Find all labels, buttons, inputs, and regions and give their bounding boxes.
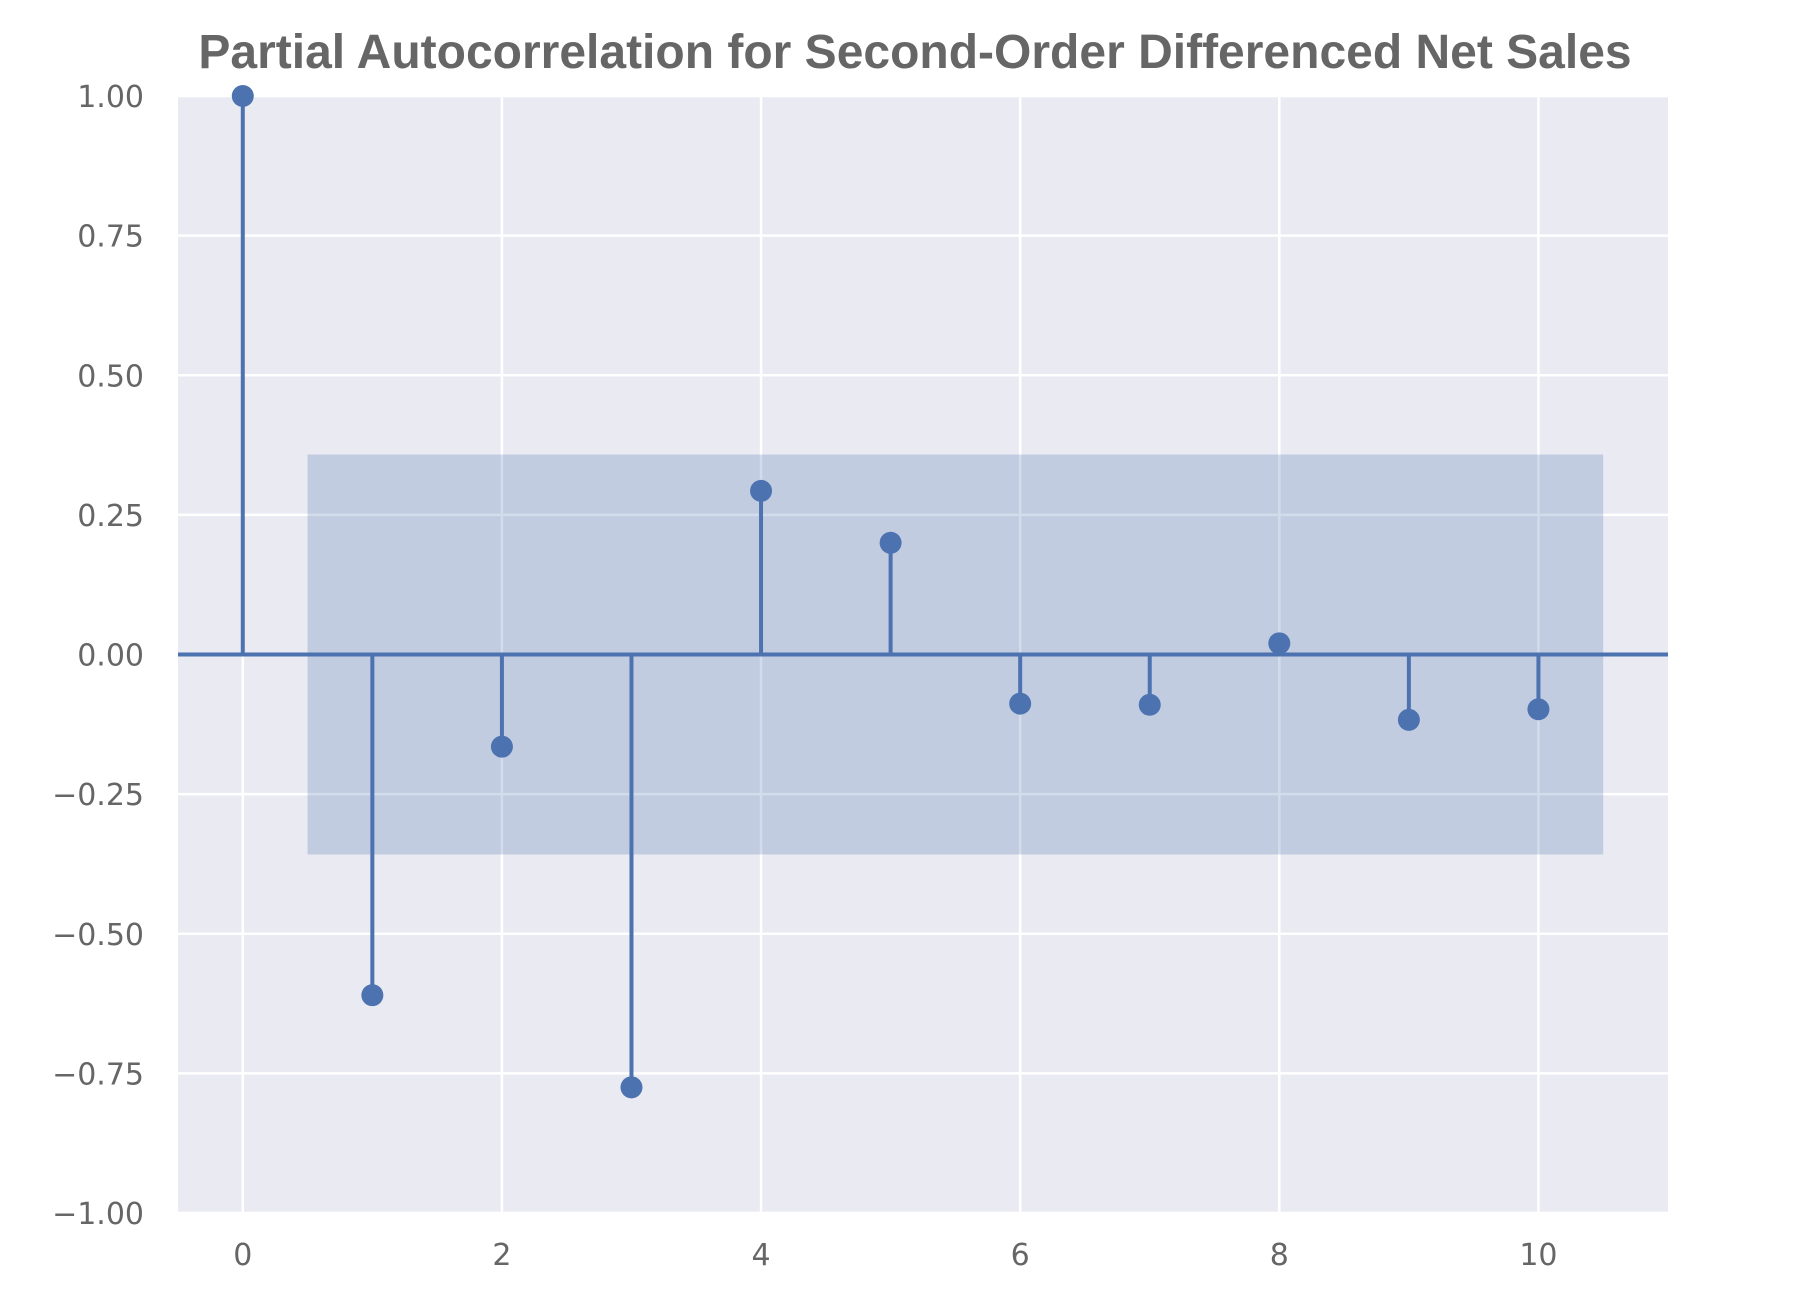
y-tick-label-3: 0.25 — [77, 499, 144, 534]
stem-marker-1 — [361, 984, 384, 1007]
chart-title: Partial Autocorrelation for Second-Order… — [198, 26, 1631, 79]
y-tick-label-0: 1.00 — [77, 80, 144, 115]
x-tick-label-3: 6 — [1011, 1238, 1030, 1273]
y-tick-label-2: 0.50 — [77, 359, 144, 394]
y-tick-label-7: −0.75 — [52, 1057, 144, 1092]
x-tick-label-1: 2 — [492, 1238, 511, 1273]
x-tick-label-2: 4 — [751, 1238, 770, 1273]
tick-labels: 0 2 4 6 8 10 1.00 0.75 0.50 0.25 0.00 −0.25 −0.50 −0.… — [52, 80, 1557, 1273]
stem-marker-7 — [1138, 693, 1161, 716]
x-tick-label-4: 8 — [1270, 1238, 1289, 1273]
stem-marker-3 — [620, 1076, 643, 1099]
y-tick-label-1: 0.75 — [77, 220, 144, 255]
x-tick-label-5: 10 — [1519, 1238, 1557, 1273]
y-tick-label-6: −0.50 — [52, 918, 144, 953]
stem-marker-5 — [879, 531, 902, 554]
stem-marker-0 — [231, 85, 254, 107]
stem-marker-6 — [1009, 692, 1032, 715]
x-tick-label-0: 0 — [233, 1238, 252, 1273]
y-tick-label-5: −0.25 — [52, 778, 144, 813]
stem-marker-10 — [1527, 698, 1550, 721]
y-tick-label-4: 0.00 — [77, 639, 144, 674]
stem-marker-8 — [1268, 632, 1291, 655]
stem-marker-9 — [1397, 708, 1420, 731]
stem-marker-2 — [490, 735, 513, 758]
stem-marker-4 — [750, 479, 773, 502]
stems — [178, 85, 1668, 1099]
y-tick-label-8: −1.00 — [52, 1197, 144, 1232]
